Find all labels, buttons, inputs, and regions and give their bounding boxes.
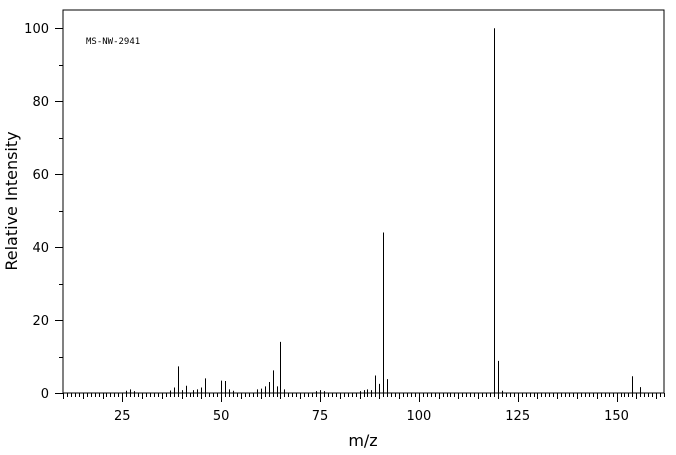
y-tick-label-0: 0 bbox=[41, 387, 49, 402]
x-tick-label-150: 150 bbox=[604, 409, 629, 424]
spectrum-id-annotation: MS-NW-2941 bbox=[86, 37, 140, 47]
x-tick-label-25: 25 bbox=[114, 409, 131, 424]
x-axis: 25 50 75 100 125 150 bbox=[63, 393, 665, 424]
y-axis: 0 20 40 60 80 100 bbox=[24, 22, 63, 402]
plot-frame bbox=[62, 9, 665, 394]
y-tick-label-40: 40 bbox=[32, 241, 49, 256]
x-tick-label-75: 75 bbox=[312, 409, 329, 424]
peak-group bbox=[126, 28, 641, 393]
x-axis-title: m/z bbox=[348, 431, 377, 450]
x-tick-label-100: 100 bbox=[406, 409, 431, 424]
y-tick-label-20: 20 bbox=[32, 314, 49, 329]
y-tick-label-60: 60 bbox=[32, 168, 49, 183]
x-tick-label-125: 125 bbox=[505, 409, 530, 424]
y-axis-title: Relative Intensity bbox=[2, 131, 21, 270]
y-tick-label-100: 100 bbox=[24, 22, 49, 37]
x-tick-label-50: 50 bbox=[213, 409, 230, 424]
y-tick-label-80: 80 bbox=[32, 95, 49, 110]
